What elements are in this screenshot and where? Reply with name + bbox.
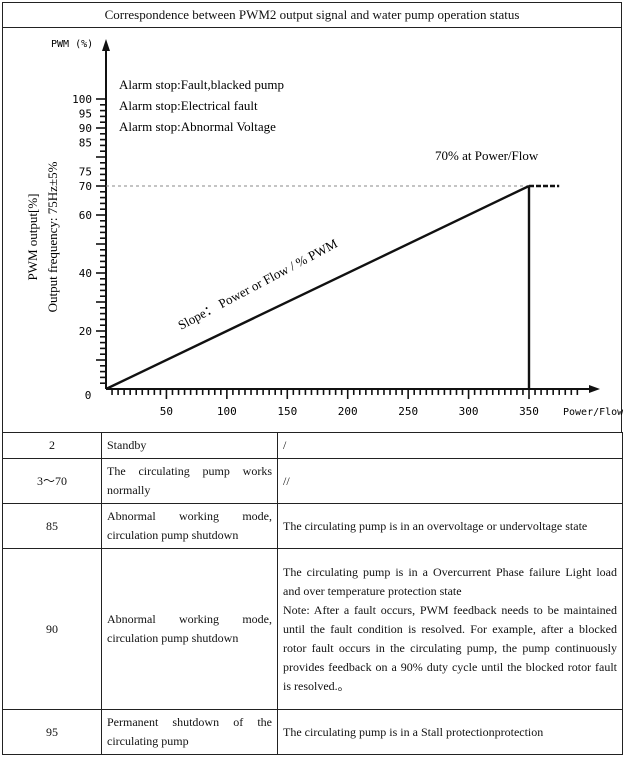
slope-label: Slope： Power or Flow / % PWM [175,235,340,332]
x-tick-label: 350 [519,405,539,418]
table-row: 85 Abnormal working mode, circulation pum… [2,503,623,549]
pwm-slope-line [105,184,530,391]
y-axis-sublabel: Output frequency: 75Hz±5% [45,161,60,312]
alarm-label-1: Alarm stop:Fault,blacked pump [119,77,284,92]
y-axis-label: PWM output[%] [25,193,40,280]
pwm-value-cell: 3～70 [2,458,102,504]
pump-status-cell: Permanent shutdown of the circulating pu… [101,709,278,755]
y-tick-label: 40 [79,267,92,280]
description-text: The circulating pump is in a Stall prote… [283,724,544,739]
status-table: 2 Standby / 3～70 The circulating pump works … [2,432,623,755]
pump-status-cell: Abnormal working mode, circulation pump … [101,548,278,710]
pwm-value-cell: 85 [2,503,102,549]
pump-status-cell: The circulating pump works normally [101,458,278,504]
x-tick-label: 250 [398,405,418,418]
table-row: 2 Standby / [2,432,623,459]
y-tick-label: 90 [79,122,92,135]
alarm-label-2: Alarm stop:Electrical fault [119,98,258,113]
description-cell: / [277,432,623,459]
y-tick-label: 100 [72,93,92,106]
origin-label: 0 [85,389,92,402]
x-tick-label: 150 [277,405,297,418]
pump-status-cell: Standby [101,432,278,459]
pwm-value-cell: 95 [2,709,102,755]
max-label: 70% at Power/Flow [435,148,539,163]
table-row: 95 Permanent shutdown of the circulating … [2,709,623,755]
y-tick-label: 95 [79,108,92,121]
y-tick-label: 85 [79,137,92,150]
description-text: / [283,438,287,452]
pwm-chart-panel: 50 100 150 200 250 300 350 20 40 60 70 75 85 90 95 100 0… [2,27,623,432]
x-axis-unit-label: Power/Flow [563,407,623,418]
x-tick-label: 100 [217,405,237,418]
pump-status-cell: Abnormal working mode, circulation pump … [101,503,278,549]
y-tick-label: 70 [79,180,92,193]
description-cell: // [277,458,623,504]
table-title: Correspondence between PWM2 output signa… [2,2,622,28]
y-axis-arrow [102,39,110,51]
table-row: 3～70 The circulating pump works normally /… [2,458,623,504]
y-tick-label: 60 [79,209,92,222]
x-tick-label: 300 [459,405,479,418]
description-text: The circulating pump is in an overvoltag… [283,518,588,533]
description-text: The circulating pump is in a Overcurrent… [283,564,617,598]
description-cell: The circulating pump is in an overvoltag… [277,503,623,549]
description-cell: The circulating pump is in a Overcurrent… [277,548,623,710]
x-axis-arrow [589,385,600,393]
table-row: 90 Abnormal working mode, circulation pum… [2,548,623,710]
y-axis-unit-label: PWM (%) [51,39,93,50]
description-note: Note: After a fault occurs, PWM feedback… [283,602,617,693]
pwm-value-cell: 2 [2,432,102,459]
x-tick-label: 50 [160,405,173,418]
description-text: // [283,473,290,488]
description-cell: The circulating pump is in a Stall prote… [277,709,623,755]
y-tick-label: 75 [79,166,92,179]
y-tick-label: 20 [79,325,92,338]
x-tick-label: 200 [338,405,358,418]
alarm-label-3: Alarm stop:Abnormal Voltage [119,119,276,134]
pwm-value-cell: 90 [2,548,102,710]
